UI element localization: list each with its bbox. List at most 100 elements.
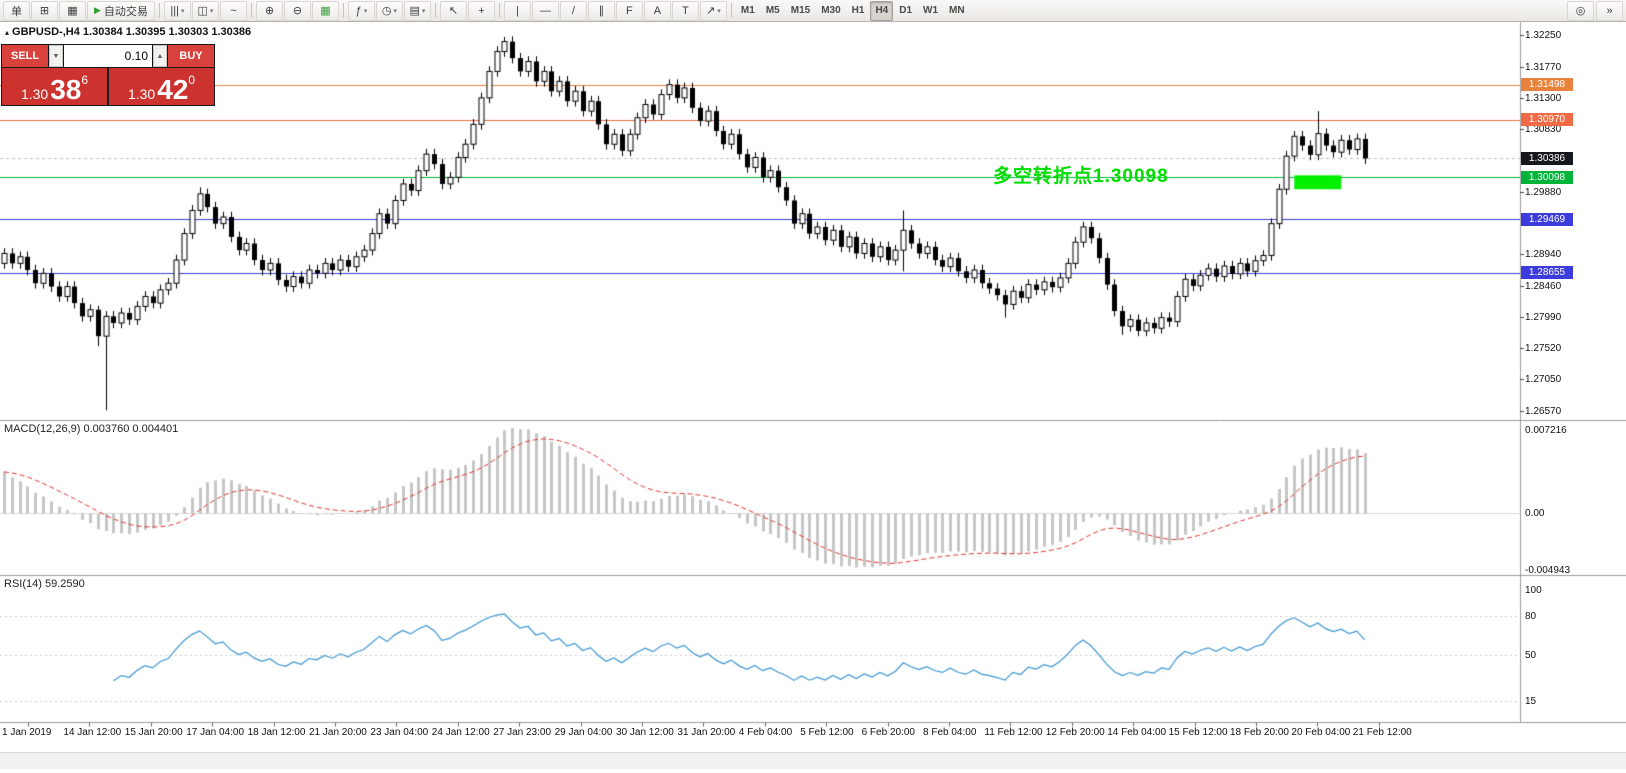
price-level-badge[interactable]: 1.29469: [1521, 212, 1573, 226]
time-tick-label: 18 Jan 12:00: [247, 727, 306, 738]
time-tick-label: 21 Feb 12:00: [1352, 727, 1412, 738]
chevron-down-icon: ▾: [421, 7, 426, 15]
time-tick-label: 15 Feb 12:00: [1168, 727, 1228, 738]
trendline-icon[interactable]: /: [559, 0, 587, 21]
time-tick-label: 18 Feb 20:00: [1230, 727, 1289, 738]
price-tick-label: 1.31300: [1525, 92, 1562, 104]
toolbar: 单 ⊞ ▦ ▶ 自动交易 ||| ▾ ◫ ▾ ~ ⊕ ⊖ ▦ ƒ ▾ ◷ ▾ ▤ ▾ ↖ …: [0, 0, 1626, 22]
timeframe-button-m1[interactable]: M1: [740, 5, 755, 16]
time-tick-label: 31 Jan 20:00: [677, 727, 736, 738]
buy-price-point: 0: [188, 73, 196, 87]
time-tick-label: 14 Feb 04:00: [1107, 727, 1167, 738]
new-order-icon[interactable]: ⊞: [31, 0, 58, 21]
chevron-down-icon: ▾: [363, 7, 368, 15]
timeframe-button-m30[interactable]: M30: [821, 5, 841, 16]
periods-icon[interactable]: ◷ ▾: [375, 0, 403, 21]
time-tick-label: 12 Feb 20:00: [1045, 727, 1105, 738]
arrows-icon[interactable]: ↗ ▾: [699, 0, 727, 21]
sell-price-pips: 38: [50, 73, 82, 105]
sell-price-point: 6: [81, 73, 89, 87]
profiles-icon[interactable]: ▦: [59, 0, 86, 21]
crosshair-icon[interactable]: +: [467, 0, 495, 21]
toolbar-separator: [434, 3, 436, 18]
time-tick-label: 29 Jan 04:00: [554, 727, 613, 738]
price-level-badge[interactable]: 1.31498: [1521, 78, 1573, 92]
sell-button[interactable]: SELL: [2, 45, 48, 67]
timeframe-button-m5[interactable]: M5: [765, 5, 780, 16]
triangle-icon: ▴: [5, 27, 10, 37]
price-level-badge[interactable]: 1.28655: [1521, 266, 1573, 280]
chevron-down-icon: ▾: [180, 7, 185, 15]
sell-price-figure: 1.30: [20, 86, 49, 102]
symbol-ohlc-label: GBPUSD-,H4 1.30384 1.30395 1.30303 1.303…: [12, 26, 252, 38]
order-icon[interactable]: 单: [3, 0, 30, 21]
timeframe-button-m15[interactable]: M15: [790, 5, 811, 16]
buy-price-figure: 1.30: [127, 86, 156, 102]
time-tick-label: 14 Jan 12:00: [63, 727, 122, 738]
chevron-down-icon: ▾: [393, 7, 397, 15]
macd-tick-label: -0.004943: [1525, 565, 1571, 576]
timeframe-button-h1[interactable]: H1: [851, 5, 865, 16]
toolbar-separator: [730, 3, 732, 18]
timeframe-button-w1[interactable]: W1: [923, 5, 939, 16]
buy-price-pips: 42: [157, 73, 189, 105]
fibonacci-icon[interactable]: F: [615, 0, 643, 21]
rsi-tick-label: 15: [1525, 695, 1537, 707]
line-chart-icon[interactable]: ~: [219, 0, 247, 21]
time-tick-label: 30 Jan 12:00: [616, 727, 674, 738]
turning-point-annotation: 多空转折点1.30098: [993, 166, 1169, 187]
templates-icon[interactable]: ▤ ▾: [403, 0, 431, 21]
time-tick-label: 5 Feb 12:00: [800, 727, 854, 738]
buy-price-button[interactable]: 1.30 42 0: [109, 68, 214, 105]
toolbar-separator: [158, 3, 160, 18]
price-level-badge[interactable]: 1.30970: [1521, 113, 1573, 127]
tile-windows-icon[interactable]: ▦: [311, 0, 339, 21]
price-tick-label: 1.32250: [1525, 30, 1562, 41]
text-icon[interactable]: A: [643, 0, 671, 21]
time-tick-label: 21 Jan 20:00: [309, 727, 367, 738]
macd-tick-label: 0.007216: [1525, 425, 1567, 436]
volume-down-button[interactable]: ▼: [49, 45, 63, 67]
toolbar-separator: [250, 3, 252, 18]
indicators-icon[interactable]: ƒ ▾: [347, 0, 375, 21]
cursor-icon[interactable]: ↖: [439, 0, 467, 21]
price-tick-label: 1.31770: [1525, 61, 1562, 73]
label-icon[interactable]: T: [671, 0, 699, 21]
time-tick-label: 11 Feb 12:00: [984, 727, 1043, 738]
time-tick-label: 4 Feb 04:00: [738, 727, 793, 738]
zoom-out-icon[interactable]: ⊖: [283, 0, 311, 21]
toolbar-separator: [342, 3, 344, 18]
timeframe-button-d1[interactable]: D1: [899, 5, 913, 16]
price-tick-label: 1.26570: [1525, 406, 1562, 417]
vertical-line-icon[interactable]: |: [503, 0, 531, 21]
bar-chart-icon[interactable]: ||| ▾: [163, 0, 191, 21]
rsi-indicator-label: RSI(14) 59.2590: [4, 578, 85, 590]
magnifier-icon[interactable]: ◎: [1567, 0, 1594, 21]
sell-price-button[interactable]: 1.30 38 6: [2, 68, 107, 105]
zoom-in-icon[interactable]: ⊕: [255, 0, 283, 21]
price-tick-label: 1.28460: [1525, 280, 1562, 292]
timeframe-button-h4[interactable]: H4: [870, 0, 894, 21]
more-icon[interactable]: »: [1596, 0, 1623, 21]
time-tick-label: 15 Jan 20:00: [124, 727, 183, 738]
timeframe-button-mn[interactable]: MN: [949, 5, 965, 16]
candle-chart-icon[interactable]: ◫ ▾: [191, 0, 219, 21]
time-tick-label: 1 Jan 2019: [2, 727, 52, 738]
buy-button[interactable]: BUY: [168, 45, 214, 67]
chevron-down-icon: ▾: [209, 7, 214, 15]
play-icon: ▶: [94, 5, 101, 15]
price-level-badge[interactable]: 1.30098: [1521, 170, 1573, 184]
rsi-tick-label: 50: [1525, 650, 1537, 661]
horizontal-line-icon[interactable]: —: [531, 0, 559, 21]
horizontal-scrollbar[interactable]: [0, 752, 1626, 769]
one-click-trading-panel: SELL ▼ ▲ BUY 1.30 38 6 1.30 42 0: [1, 44, 215, 106]
time-tick-label: 27 Jan 23:00: [493, 727, 552, 738]
price-tick-label: 1.27050: [1525, 374, 1562, 386]
volume-up-button[interactable]: ▲: [153, 45, 167, 67]
price-tick-label: 1.27990: [1525, 312, 1562, 323]
time-tick-label: 20 Feb 04:00: [1291, 727, 1351, 738]
channel-icon[interactable]: ∥: [587, 0, 615, 21]
volume-input[interactable]: [64, 45, 152, 67]
auto-trading-button[interactable]: ▶ 自动交易: [87, 0, 155, 21]
